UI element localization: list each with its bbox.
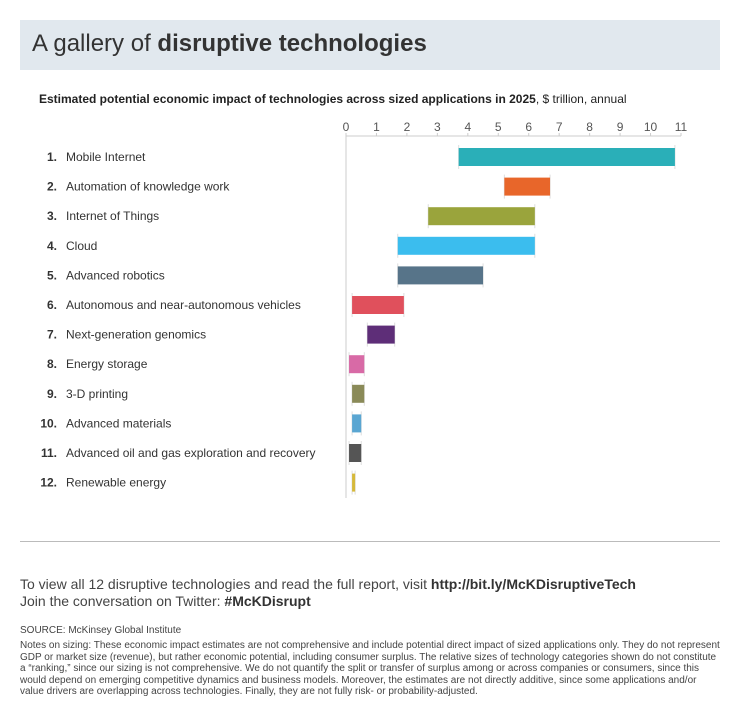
category-rank: 6. <box>47 298 57 312</box>
cta-text: To view all 12 disruptive technologies a… <box>20 576 431 592</box>
x-tick-label: 7 <box>556 120 563 134</box>
category-rank: 9. <box>47 387 57 401</box>
bar <box>367 325 395 344</box>
category-label: Energy storage <box>66 357 148 371</box>
category-rank: 8. <box>47 357 57 371</box>
x-tick-label: 2 <box>404 120 411 134</box>
call-to-action: To view all 12 disruptive technologies a… <box>20 576 636 610</box>
chart-title-text: Estimated potential economic impact of t… <box>39 92 536 106</box>
divider <box>20 541 720 542</box>
twitter-hashtag[interactable]: #McKDisrupt <box>224 593 311 609</box>
title-bold: disruptive technologies <box>157 30 427 57</box>
category-rank: 7. <box>47 328 57 342</box>
x-tick-label: 4 <box>464 120 471 134</box>
x-tick-label: 10 <box>644 120 658 134</box>
title-prefix: A gallery of <box>32 30 158 57</box>
bar <box>349 355 365 374</box>
category-rank: 4. <box>47 239 57 253</box>
category-rank: 2. <box>47 180 57 194</box>
category-rank: 10. <box>40 416 57 430</box>
category-label: Advanced oil and gas exploration and rec… <box>66 446 316 460</box>
x-tick-label: 8 <box>586 120 593 134</box>
bar <box>352 296 404 314</box>
category-label: Advanced materials <box>66 416 171 430</box>
chart-unit: , $ trillion, annual <box>535 92 627 106</box>
bar <box>352 473 356 492</box>
x-tick-label: 1 <box>373 120 380 134</box>
category-label: Cloud <box>66 239 97 253</box>
notes: Notes on sizing: These economic impact e… <box>20 640 720 697</box>
x-tick-label: 0 <box>343 120 350 134</box>
report-link[interactable]: http://bit.ly/McKDisruptiveTech <box>430 576 636 592</box>
x-tick-label: 5 <box>495 120 502 134</box>
x-tick-label: 6 <box>525 120 532 134</box>
bar <box>397 236 535 255</box>
category-label: 3-D printing <box>66 387 128 401</box>
twitter-text: Join the conversation on Twitter: <box>20 593 225 609</box>
category-label: Advanced robotics <box>66 268 165 282</box>
bar <box>428 207 535 226</box>
bar <box>397 266 484 285</box>
x-tick-label: 9 <box>617 120 624 134</box>
category-label: Automation of knowledge work <box>66 180 230 194</box>
category-rank: 12. <box>40 476 57 490</box>
page-title: A gallery of disruptive technologies <box>32 30 427 58</box>
source: SOURCE: McKinsey Global Institute <box>20 625 182 636</box>
bar <box>349 444 362 462</box>
category-label: Autonomous and near-autonomous vehicles <box>66 298 301 312</box>
category-label: Mobile Internet <box>66 150 146 164</box>
x-tick-label: 3 <box>434 120 441 134</box>
category-rank: 11. <box>41 446 57 460</box>
x-tick-label: 11 <box>675 120 688 134</box>
category-rank: 1. <box>47 150 57 164</box>
category-rank: 5. <box>47 268 57 282</box>
category-label: Internet of Things <box>66 209 159 223</box>
category-label: Next-generation genomics <box>66 328 206 342</box>
bar <box>504 177 551 196</box>
bar <box>352 384 365 403</box>
title-banner: A gallery of disruptive technologies <box>20 20 720 70</box>
bar <box>352 414 362 433</box>
category-label: Renewable energy <box>66 476 166 490</box>
bar <box>458 148 675 166</box>
category-rank: 3. <box>47 209 57 223</box>
chart-title: Estimated potential economic impact of t… <box>39 92 627 106</box>
chart: 0 1 2 3 4 5 6 7 8 9 10 11 1. Mobile Internet 2. Automat… <box>40 120 688 498</box>
